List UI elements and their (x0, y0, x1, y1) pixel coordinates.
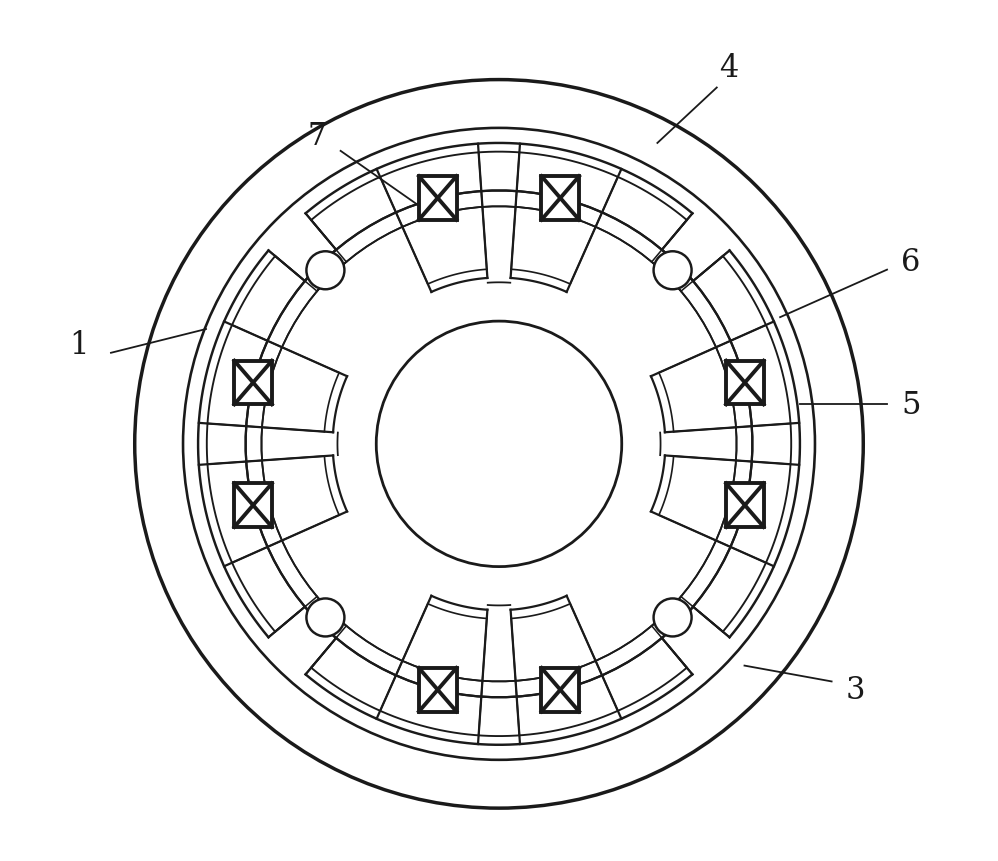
Bar (542, 668, 579, 712)
Circle shape (654, 598, 692, 637)
Bar (727, 362, 763, 405)
Text: 6: 6 (901, 247, 920, 278)
Bar (419, 668, 456, 712)
Bar (419, 177, 456, 220)
Circle shape (306, 598, 344, 637)
Text: 7: 7 (307, 121, 326, 152)
Circle shape (654, 252, 692, 290)
Bar (235, 484, 271, 527)
Text: 3: 3 (845, 674, 865, 705)
Text: 1: 1 (70, 330, 89, 361)
Bar (727, 484, 763, 527)
Circle shape (376, 322, 622, 567)
Circle shape (306, 252, 344, 290)
Bar (542, 177, 579, 220)
Bar (235, 362, 271, 405)
Text: 4: 4 (719, 53, 739, 84)
Text: 5: 5 (901, 389, 920, 420)
